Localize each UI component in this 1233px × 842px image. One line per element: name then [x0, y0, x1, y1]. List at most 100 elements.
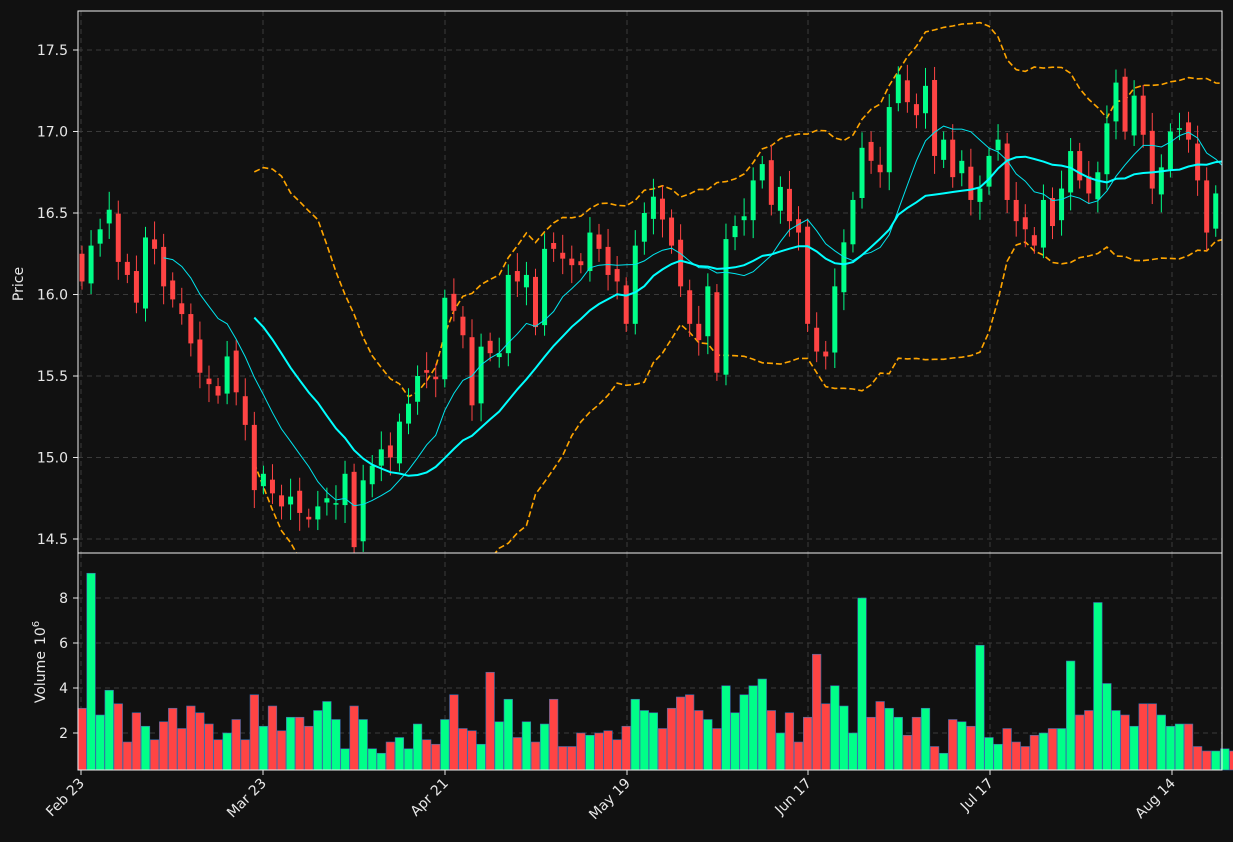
volume-bar-down	[485, 671, 495, 771]
volume-bar-down	[1075, 714, 1085, 771]
candle-body-down	[768, 160, 774, 205]
candle-body-up	[378, 449, 384, 466]
volume-bar-down	[812, 653, 822, 771]
volume-axis-label: Volume 106	[31, 621, 49, 703]
volume-bar-up	[939, 752, 949, 771]
volume-bar-down	[685, 694, 695, 771]
volume-bar-up	[1066, 660, 1076, 771]
candle-body-down	[242, 396, 248, 425]
volume-bar-down	[422, 739, 432, 771]
candle-body-down	[161, 246, 167, 287]
volume-bar-up	[1111, 710, 1121, 771]
candle-body-up	[324, 498, 330, 503]
candle-body-up	[369, 465, 375, 485]
candle-body-down	[124, 261, 130, 275]
volume-bar-up	[1211, 750, 1221, 771]
candle-body-down	[950, 139, 956, 178]
candle-body-up	[342, 473, 348, 506]
candle-body-up	[777, 186, 783, 211]
candle-body-up	[587, 232, 593, 272]
candle-body-down	[179, 303, 185, 315]
candle-body-down	[623, 285, 629, 324]
volume-bar-up	[539, 723, 550, 771]
volume-bar-down	[77, 707, 87, 771]
volume-bar-up	[639, 710, 649, 771]
candle-body-down	[306, 516, 312, 520]
candle-body-up	[523, 274, 529, 288]
volume-bar-down	[1147, 703, 1157, 771]
volume-bar-down	[712, 728, 722, 771]
volume-bar-down	[240, 739, 250, 771]
candle-body-up	[705, 286, 711, 337]
volume-bar-up	[104, 689, 114, 771]
volume-bar-up	[222, 732, 232, 771]
volume-bar-down	[213, 739, 223, 771]
volume-bar-up	[358, 719, 368, 771]
candle-body-up	[941, 139, 947, 160]
volume-bar-up	[367, 748, 377, 771]
candle-body-up	[986, 155, 992, 187]
candle-body-up	[333, 503, 339, 505]
candle-body-down	[578, 261, 584, 266]
volume-bar-down	[385, 741, 395, 771]
volume-bar-down	[1120, 714, 1130, 771]
candle-body-down	[1140, 95, 1146, 135]
volume-bar-down	[431, 743, 441, 771]
volume-bar-up	[313, 710, 323, 771]
volume-bar-up	[703, 719, 713, 771]
candle-body-down	[233, 350, 239, 393]
candle-body-up	[260, 473, 266, 487]
candle-body-down	[215, 386, 221, 396]
volume-bar-down	[177, 728, 187, 771]
volume-bar-down	[530, 741, 541, 771]
volume-bar-down	[594, 732, 604, 771]
candle-body-down	[351, 471, 357, 548]
volume-bar-down	[966, 725, 976, 771]
candle-body-down	[269, 479, 275, 494]
candle-body-down	[1122, 76, 1128, 132]
volume-bar-down	[122, 741, 132, 771]
candles	[79, 64, 1219, 553]
volume-bar-up	[258, 725, 269, 771]
volume-bar-up	[585, 734, 595, 771]
volume-bar-down	[231, 719, 241, 771]
candle-body-down	[1013, 199, 1019, 222]
volume-bar-up	[1038, 732, 1049, 771]
candle-body-up	[977, 188, 983, 202]
candle-body-up	[97, 229, 103, 244]
volume-bar-up	[957, 721, 967, 771]
candle-body-down	[1204, 180, 1210, 233]
volume-bar-down	[249, 694, 259, 771]
volume-bar-up	[848, 732, 858, 771]
volume-bar-down	[1047, 728, 1058, 771]
candle-body-down	[197, 339, 203, 373]
candle-body-down	[904, 80, 910, 103]
volume-bar-up	[739, 694, 749, 771]
price-tick-label: 15.5	[37, 369, 68, 385]
candle-body-down	[297, 490, 303, 513]
volume-bar-up	[1156, 714, 1166, 771]
candle-body-up	[1131, 95, 1137, 136]
candle-body-up	[288, 496, 294, 505]
volume-bar-up	[993, 743, 1003, 771]
volume-bar-up	[440, 719, 450, 771]
volume-bar-down	[1183, 723, 1194, 771]
volume-bar-up	[984, 737, 994, 771]
volume-bar-down	[576, 732, 586, 771]
volume-bar-up	[140, 725, 151, 771]
volume-bar-up	[1102, 683, 1112, 771]
price-tick-label: 17.0	[37, 125, 68, 141]
volume-bar-down	[149, 739, 160, 771]
volume-bar-down	[902, 734, 912, 771]
volume-tick-label: 8	[59, 591, 68, 607]
candle-body-down	[614, 269, 620, 282]
volume-bar-up	[1056, 728, 1067, 771]
candle-body-down	[279, 495, 285, 507]
candle-body-up	[1104, 123, 1110, 175]
volume-bar-up	[630, 698, 640, 771]
candle-body-up	[759, 164, 765, 181]
volume-bar-up	[331, 719, 341, 771]
candle-body-down	[251, 424, 257, 491]
volume-bar-down	[458, 728, 468, 771]
